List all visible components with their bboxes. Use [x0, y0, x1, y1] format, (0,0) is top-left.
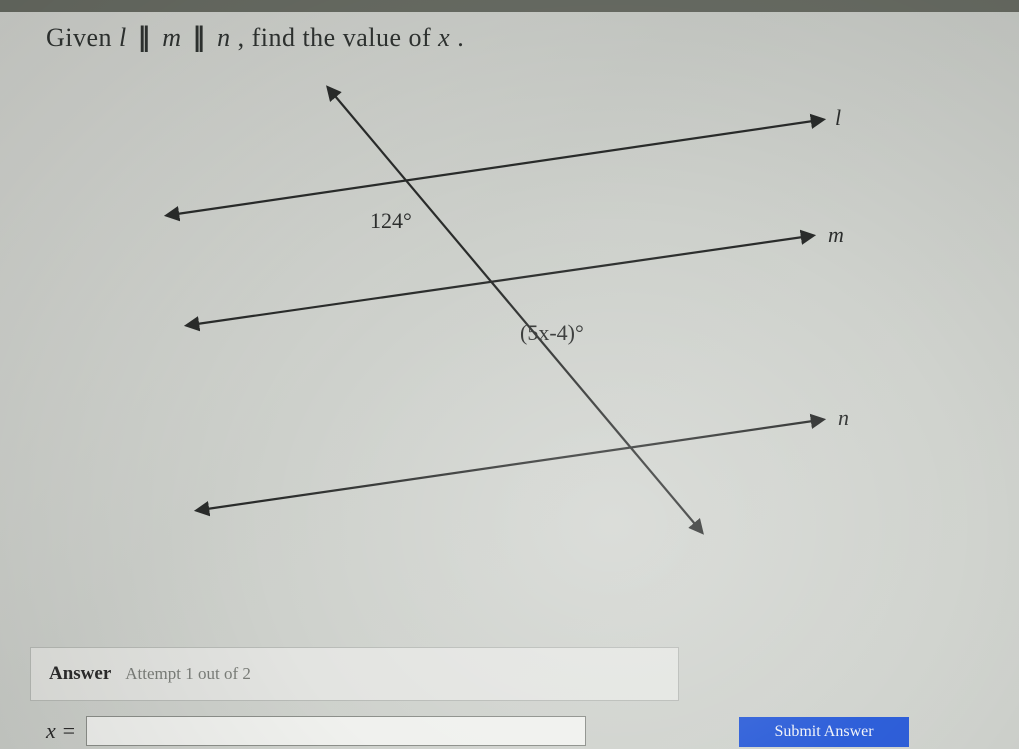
var-l: l — [119, 23, 127, 52]
submit-button[interactable]: Submit Answer — [739, 717, 909, 747]
answer-panel: Answer Attempt 1 out of 2 — [30, 647, 679, 701]
line-label-l: l — [835, 105, 841, 130]
diagram-svg: l m n 124° (5x-4)° — [0, 70, 1019, 590]
diagram: l m n 124° (5x-4)° — [0, 70, 1019, 590]
var-n: n — [217, 23, 231, 52]
question-suffix: , find the value of — [238, 23, 439, 52]
line-n — [200, 420, 820, 510]
line-label-m: m — [828, 222, 844, 247]
line-label-n: n — [838, 405, 849, 430]
question-period: . — [457, 23, 464, 52]
angle-label-0: 124° — [370, 208, 412, 233]
line-m — [190, 236, 810, 325]
parallel-symbol-1: ∥ — [134, 22, 156, 52]
parallel-symbol-2: ∥ — [189, 22, 211, 52]
line-l — [170, 120, 820, 215]
input-label: x = — [46, 718, 76, 744]
submit-label: Submit Answer — [774, 723, 873, 741]
answer-title: Answer — [49, 663, 111, 685]
var-m: m — [162, 23, 181, 52]
question-text: Given l ∥ m ∥ n , find the value of x . — [46, 22, 464, 53]
answer-input[interactable] — [86, 716, 586, 746]
window-top-strip — [0, 0, 1019, 12]
angle-label-1: (5x-4)° — [520, 320, 584, 345]
attempt-text: Attempt 1 out of 2 — [125, 664, 251, 684]
var-x: x — [438, 23, 450, 52]
question-prefix: Given — [46, 23, 119, 52]
